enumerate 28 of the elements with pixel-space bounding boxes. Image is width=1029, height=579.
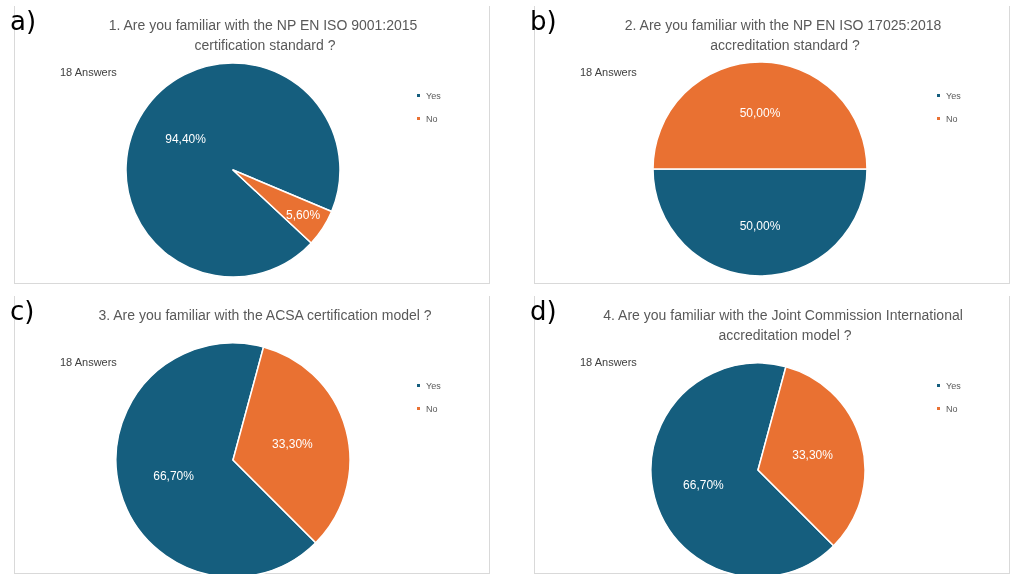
data-label: 66,70% bbox=[683, 477, 725, 492]
text: b) bbox=[530, 6, 557, 36]
text: 18 Answers bbox=[60, 355, 118, 368]
legend-label: Yes bbox=[946, 90, 962, 101]
legend-label: No bbox=[946, 403, 958, 414]
legend-label: Yes bbox=[426, 380, 442, 391]
text: 18 Answers bbox=[60, 65, 118, 78]
data-label: 94,40% bbox=[165, 132, 207, 147]
text: 18 Answers bbox=[580, 355, 638, 368]
text: d) bbox=[530, 296, 557, 326]
chart-title: 2. Are you familiar with the NP EN ISO 17025:2018 accreditation standard ? bbox=[624, 17, 946, 53]
data-label: 5,60% bbox=[286, 208, 321, 223]
text: a) bbox=[10, 6, 37, 36]
legend-label: No bbox=[426, 113, 438, 124]
chart-title: 3. Are you familiar with the ACSA certification model ? bbox=[98, 307, 432, 323]
legend-label: Yes bbox=[426, 90, 442, 101]
chart-title: 1. Are you familiar with the NP EN ISO 9001:2015 certification standard ? bbox=[108, 17, 422, 53]
data-label: 50,00% bbox=[739, 105, 781, 120]
data-label: 66,70% bbox=[153, 468, 195, 483]
text: c) bbox=[10, 296, 35, 326]
text: 18 Answers bbox=[580, 65, 638, 78]
chart-title: 4. Are you familiar with the Joint Commission International accreditation model ? bbox=[603, 307, 967, 343]
legend-label: Yes bbox=[946, 380, 962, 391]
legend-label: No bbox=[946, 113, 958, 124]
data-label: 33,30% bbox=[792, 448, 834, 463]
data-label: 50,00% bbox=[739, 218, 781, 233]
data-label: 33,30% bbox=[272, 437, 314, 452]
legend-label: No bbox=[426, 403, 438, 414]
